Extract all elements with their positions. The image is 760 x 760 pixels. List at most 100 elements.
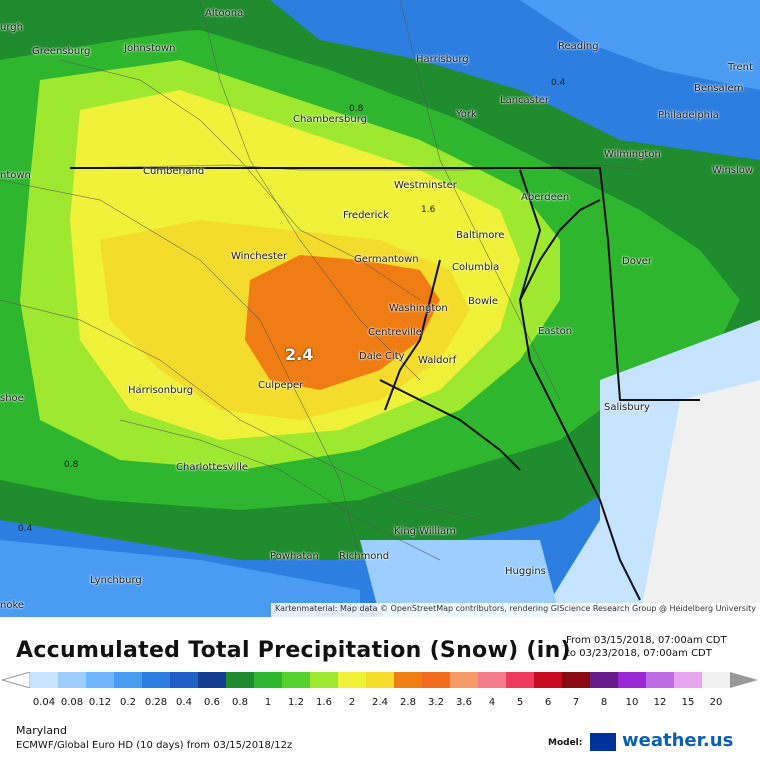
scale-tick-label: 20 bbox=[709, 697, 723, 708]
city-label: Reading bbox=[558, 41, 599, 52]
city-label: Greensburg bbox=[32, 46, 91, 57]
scale-swatch bbox=[506, 672, 534, 688]
scale-swatch bbox=[254, 672, 282, 688]
scale-tick-label: 2.8 bbox=[400, 697, 416, 708]
contour-label: 0.4 bbox=[551, 78, 566, 88]
city-label: Dale City bbox=[359, 351, 405, 362]
scale-tick-label: 3.2 bbox=[428, 697, 444, 708]
city-label: Westminster bbox=[394, 180, 457, 191]
city-label: Altoona bbox=[205, 8, 244, 19]
scale-swatch bbox=[198, 672, 226, 688]
contour-label: 1.6 bbox=[421, 205, 436, 215]
scale-swatch bbox=[310, 672, 338, 688]
scale-tick-label: 0.08 bbox=[60, 697, 84, 708]
scale-tick-label: 0.04 bbox=[32, 697, 56, 708]
scale-swatch bbox=[478, 672, 506, 688]
model-info: ECMWF/Global Euro HD (10 days) from 03/1… bbox=[16, 740, 293, 751]
city-label: King William bbox=[394, 526, 456, 537]
city-label: Centreville bbox=[368, 327, 422, 338]
city-label: Harrisburg bbox=[416, 54, 469, 65]
city-label: Bowie bbox=[468, 296, 499, 307]
color-scale bbox=[2, 672, 758, 688]
scale-tick-label: 5 bbox=[516, 697, 524, 708]
city-label: Dover bbox=[622, 256, 652, 267]
city-label: Cumberland bbox=[143, 166, 205, 177]
scale-tick-label: 6 bbox=[544, 697, 552, 708]
scale-tick-label: 2 bbox=[348, 697, 356, 708]
scale-tick-label: 1 bbox=[264, 697, 272, 708]
city-label: Bensalem bbox=[694, 83, 744, 94]
scale-swatch bbox=[142, 672, 170, 688]
city-label: Lancaster bbox=[500, 95, 550, 106]
map-attribution: Kartenmaterial: Map data © OpenStreetMap… bbox=[270, 603, 760, 617]
city-label: Culpeper bbox=[258, 380, 304, 391]
city-label: Powhatan bbox=[270, 551, 319, 562]
city-label: noke bbox=[0, 600, 25, 611]
scale-tick-label: 12 bbox=[653, 697, 667, 708]
scale-min-arrow bbox=[2, 672, 31, 688]
date-range: From 03/15/2018, 07:00am CDT to 03/23/20… bbox=[566, 634, 727, 660]
model-label: Model: bbox=[548, 738, 583, 748]
scale-tick-label: 0.4 bbox=[176, 697, 192, 708]
scale-tick-label: 0.6 bbox=[204, 697, 220, 708]
scale-swatch bbox=[702, 672, 730, 688]
scale-swatch bbox=[58, 672, 86, 688]
scale-tick-label: 0.2 bbox=[120, 697, 136, 708]
city-label: urgh bbox=[0, 22, 23, 33]
city-label: Aberdeen bbox=[521, 192, 570, 203]
scale-swatch bbox=[674, 672, 702, 688]
scale-swatch bbox=[30, 672, 58, 688]
city-label: York bbox=[456, 109, 477, 120]
scale-tick-label: 15 bbox=[681, 697, 695, 708]
legend-panel bbox=[0, 617, 760, 760]
city-label: Columbia bbox=[452, 262, 500, 273]
city-label: Charlottesville bbox=[176, 462, 249, 473]
scale-swatch bbox=[590, 672, 618, 688]
peak-value-label: 2.4 bbox=[285, 345, 314, 364]
contour-label: 0.4 bbox=[18, 524, 33, 534]
scale-tick-label: 0.12 bbox=[88, 697, 112, 708]
city-label: Easton bbox=[538, 326, 573, 337]
city-label: Lynchburg bbox=[90, 575, 142, 586]
precipitation-map[interactable]: Altoona urgh Greensburg Johnstown Harris… bbox=[0, 0, 760, 617]
scale-tick-label: 3.6 bbox=[456, 697, 472, 708]
date-to: to 03/23/2018, 07:00am CDT bbox=[566, 648, 712, 659]
date-from: From 03/15/2018, 07:00am CDT bbox=[566, 635, 727, 646]
brand-logo[interactable]: weather.us bbox=[622, 730, 734, 751]
scale-swatch bbox=[534, 672, 562, 688]
city-label: Chambersburg bbox=[293, 114, 367, 125]
contour-label: 0.8 bbox=[64, 460, 79, 470]
scale-tick-label: 10 bbox=[625, 697, 639, 708]
city-label: shoe bbox=[0, 393, 24, 404]
city-label: Washington bbox=[389, 303, 448, 314]
city-label: Winslow bbox=[712, 165, 754, 176]
scale-swatch bbox=[562, 672, 590, 688]
scale-tick-label: 8 bbox=[600, 697, 608, 708]
region-label: Maryland bbox=[16, 724, 68, 737]
city-label: ntown bbox=[0, 170, 31, 181]
contour-label: 0.8 bbox=[349, 104, 364, 114]
city-label: Germantown bbox=[354, 254, 419, 265]
scale-tick-label: 4 bbox=[488, 697, 496, 708]
scale-tick-label: 2.4 bbox=[372, 697, 388, 708]
scale-swatch bbox=[226, 672, 254, 688]
scale-tick-label: 0.8 bbox=[232, 697, 248, 708]
eu-flag-icon bbox=[590, 733, 616, 751]
scale-tick-label: 7 bbox=[572, 697, 580, 708]
color-scale-ticks: 0.04 0.08 0.12 0.2 0.28 0.4 0.6 0.8 1 1.2 1.6 2 2.4 2… bbox=[0, 697, 760, 711]
scale-swatch bbox=[170, 672, 198, 688]
map-title: Accumulated Total Precipitation (Snow) (… bbox=[16, 638, 571, 663]
scale-swatch bbox=[86, 672, 114, 688]
scale-max-arrow bbox=[730, 672, 758, 688]
city-label: Baltimore bbox=[456, 230, 505, 241]
city-label: Philadelphia bbox=[658, 110, 719, 121]
scale-swatch bbox=[618, 672, 646, 688]
map-shading bbox=[0, 0, 760, 617]
scale-swatch bbox=[422, 672, 450, 688]
city-label: Harrisonburg bbox=[128, 385, 194, 396]
scale-swatch bbox=[394, 672, 422, 688]
scale-tick-label: 1.6 bbox=[316, 697, 332, 708]
city-label: Salisbury bbox=[604, 402, 650, 413]
city-label: Wilmington bbox=[604, 149, 661, 160]
scale-swatch bbox=[282, 672, 310, 688]
